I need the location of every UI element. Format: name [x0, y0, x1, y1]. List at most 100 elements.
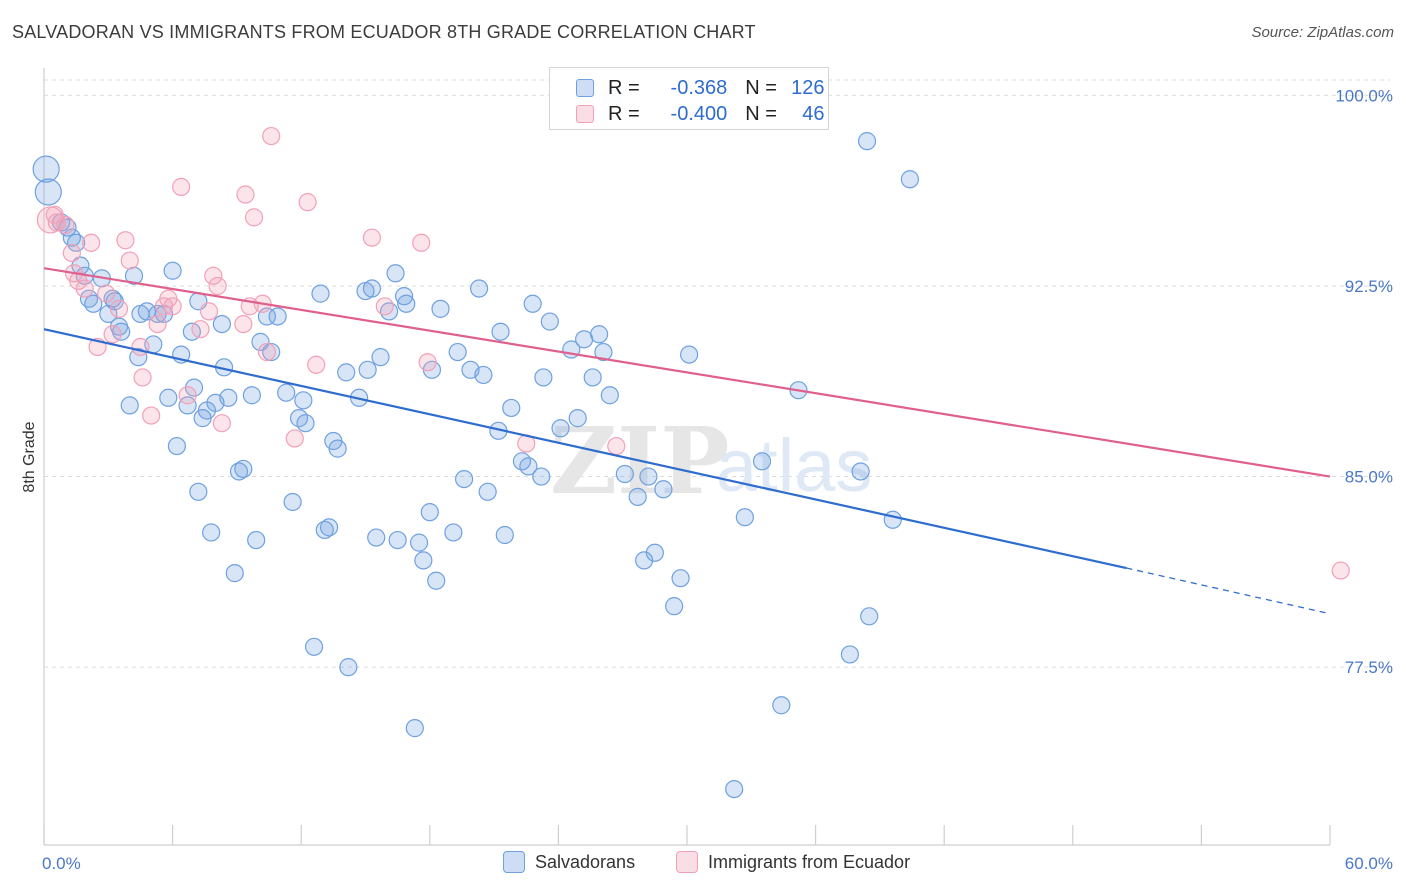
ecuador-point	[307, 355, 326, 374]
legend-row-salvadorans: R = -0.368 N = 126	[576, 75, 825, 101]
bottom-legend-swatch-blue	[503, 851, 525, 873]
salvadoran-point	[540, 312, 559, 331]
salvadoran-point	[397, 294, 416, 313]
y-tick-label: 77.5%	[1345, 658, 1393, 677]
chart-title: SALVADORAN VS IMMIGRANTS FROM ECUADOR 8T…	[12, 22, 756, 42]
ecuador-point	[45, 205, 64, 224]
salvadoran-point	[772, 696, 791, 715]
salvadoran-point	[444, 523, 463, 542]
legend-r-label: R =	[608, 76, 640, 99]
salvadoran-point	[120, 396, 139, 415]
salvadoran-point	[600, 386, 619, 405]
salvadoran-point	[551, 419, 570, 438]
salvadoran-point	[725, 779, 744, 799]
salvadoran-point	[234, 459, 253, 479]
salvadoran-point	[212, 314, 231, 334]
ecuador-point	[257, 342, 277, 362]
ecuador-point	[82, 233, 101, 252]
salvadoran-point	[367, 528, 386, 547]
salvadoran-point	[409, 533, 429, 552]
ecuador-point	[103, 325, 122, 344]
salvadoran-point	[178, 396, 197, 415]
salvadoran-point	[358, 360, 377, 379]
data-points	[32, 88, 1350, 799]
salvadoran-point	[328, 439, 347, 458]
salvadoran-point	[900, 170, 920, 189]
legend-n-label: N =	[745, 76, 777, 99]
salvadoran-point	[519, 457, 538, 476]
ecuador-point	[69, 271, 88, 291]
ecuador-point	[178, 386, 197, 405]
ecuador-point	[412, 233, 431, 252]
ecuador-point	[116, 231, 135, 250]
salvadoran-point	[645, 543, 664, 562]
salvadoran-point	[532, 467, 551, 486]
ecuador-point	[607, 436, 626, 456]
salvadoran-point	[568, 409, 587, 428]
salvadoran-point	[371, 348, 390, 367]
x-tick-label: 0.0%	[42, 854, 81, 873]
ecuador-point	[75, 279, 94, 298]
salvadoran-point	[414, 551, 433, 570]
ecuador-point	[212, 414, 231, 433]
salvadoran-point	[84, 294, 103, 313]
salvadoran-point	[474, 365, 493, 385]
salvadoran-point	[159, 388, 178, 407]
salvadoran-point	[386, 264, 405, 283]
ecuador-point	[97, 284, 116, 303]
salvadoran-point	[523, 294, 542, 313]
salvadoran-point	[851, 462, 870, 481]
watermark: ZIP atlas	[550, 407, 872, 515]
watermark-atlas: atlas	[716, 424, 872, 507]
salvadoran-point	[615, 464, 634, 484]
salvadoran-point	[469, 279, 489, 298]
salvadoran-point	[67, 233, 86, 252]
salvadoran-point	[388, 530, 407, 550]
salvadoran-point	[665, 597, 684, 616]
y-tick-label: 85.0%	[1345, 468, 1393, 487]
ecuador-point	[120, 251, 139, 270]
tick-labels: 100.0% 92.5% 85.0% 77.5% 0.0% 60.0% 8th Grade	[21, 86, 1393, 873]
ecuador-point	[148, 314, 167, 334]
salvadoran-point	[680, 345, 699, 364]
salvadoran-point	[339, 658, 358, 677]
ecuador-point	[236, 185, 255, 204]
y-tick-label: 100.0%	[1335, 86, 1393, 105]
ecuador-point	[418, 353, 437, 372]
legend-row-ecuador: R = -0.400 N = 46	[576, 101, 825, 127]
legend-r-label: R =	[608, 102, 640, 125]
salvadoran-point	[860, 607, 879, 626]
ecuador-point	[204, 266, 223, 285]
legend-n-label: N =	[745, 102, 777, 125]
ecuador-point	[142, 406, 161, 425]
salvadoran-point	[427, 571, 446, 590]
legend-n-value: 46	[802, 102, 825, 125]
salvadoran-point	[202, 523, 221, 542]
ecuador-point	[244, 208, 264, 227]
salvadoran-point	[225, 564, 244, 583]
bottom-legend-label: Immigrants from Ecuador	[708, 851, 911, 872]
salvadoran-point	[639, 467, 658, 486]
bottom-legend-label: Salvadorans	[535, 851, 636, 872]
ecuador-point	[208, 276, 227, 296]
salvadoran-point	[262, 342, 281, 362]
salvadoran-trend-extension	[1126, 567, 1331, 615]
salvadoran-point	[883, 510, 902, 529]
ecuador-point	[234, 314, 253, 334]
salvadoran-point	[319, 518, 339, 537]
salvadoran-point	[189, 482, 208, 501]
salvadoran-point	[277, 383, 296, 402]
salvadoran-point	[247, 530, 266, 550]
ecuador-point	[298, 193, 317, 212]
salvadoran-point	[857, 132, 877, 151]
salvadoran-point	[628, 487, 647, 506]
y-tick-label: 92.5%	[1345, 277, 1393, 296]
ecuador-point	[131, 337, 150, 357]
salvadoran-point	[242, 386, 262, 405]
salvadoran-point	[534, 368, 553, 387]
salvadoran-point	[654, 480, 673, 499]
ecuador-point	[199, 302, 219, 321]
salvadoran-point	[431, 299, 450, 318]
salvadoran-point	[184, 378, 204, 397]
correlation-legend: R = -0.368 N = 126 R = -0.400 N = 46	[549, 67, 829, 130]
